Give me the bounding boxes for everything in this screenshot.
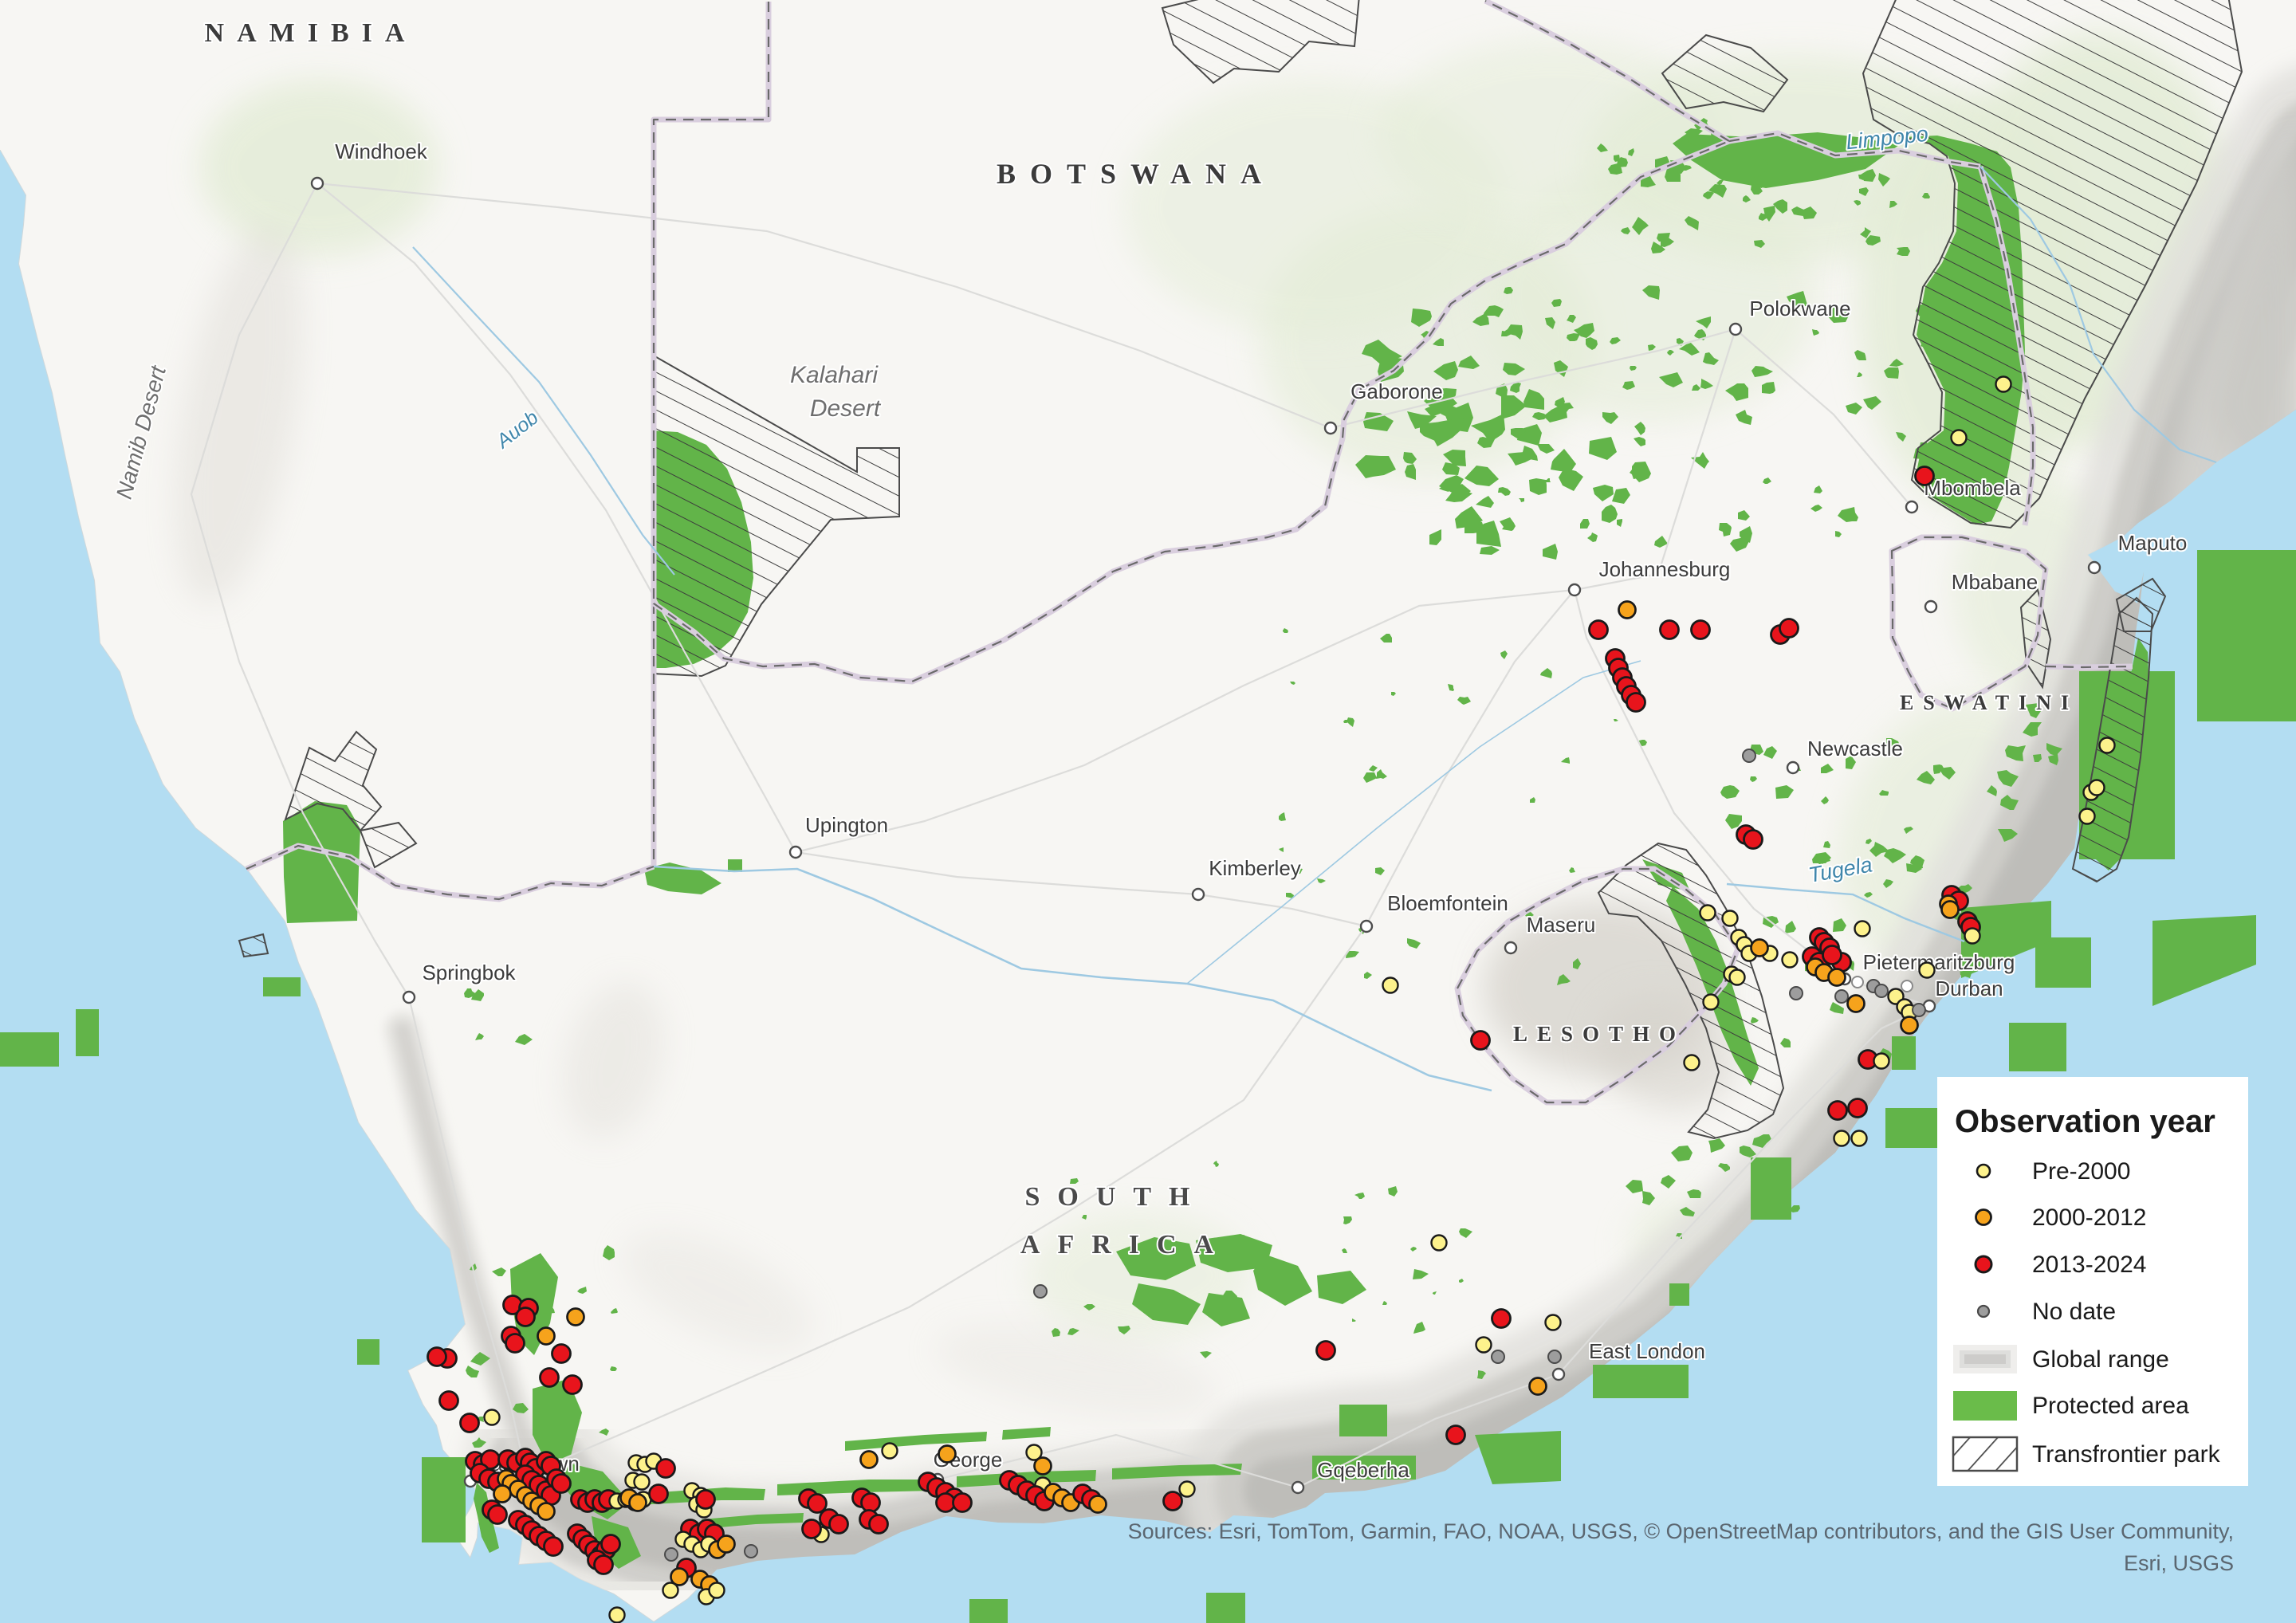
svg-text:Observation year: Observation year [1955,1104,2215,1139]
svg-text:Polokwane: Polokwane [1749,297,1850,320]
svg-text:AFRICA: AFRICA [1020,1230,1231,1259]
svg-text:East London: East London [1589,1339,1705,1363]
svg-text:Desert: Desert [810,395,882,422]
svg-text:LESOTHO: LESOTHO [1513,1022,1685,1046]
svg-text:No date: No date [2032,1299,2116,1325]
svg-text:Springbok: Springbok [422,961,516,984]
svg-text:Upington: Upington [805,813,888,837]
svg-text:Gaborone: Gaborone [1350,379,1443,403]
svg-text:2000-2012: 2000-2012 [2032,1204,2146,1231]
svg-text:SOUTH: SOUTH [1024,1182,1207,1212]
svg-text:ESWATINI: ESWATINI [1900,691,2078,714]
svg-text:Mbabane: Mbabane [1952,570,2038,594]
svg-text:Sources: Esri, TomTom, Garmin,: Sources: Esri, TomTom, Garmin, FAO, NOAA… [1128,1519,2234,1543]
svg-text:Pietermaritzburg: Pietermaritzburg [1863,950,2015,974]
svg-text:Global range: Global range [2032,1346,2169,1373]
svg-text:Mbombela: Mbombela [1924,476,2021,500]
svg-text:2013-2024: 2013-2024 [2032,1252,2146,1278]
svg-text:Windhoek: Windhoek [335,140,428,163]
svg-text:BOTSWANA: BOTSWANA [997,158,1276,190]
svg-text:Kalahari: Kalahari [790,362,879,388]
svg-text:Durban: Durban [1935,977,2003,1000]
svg-text:Johannesburg: Johannesburg [1599,557,1731,581]
svg-text:Transfrontier park: Transfrontier park [2032,1441,2221,1468]
svg-text:Gqeberha: Gqeberha [1317,1458,1409,1482]
svg-text:Protected area: Protected area [2032,1393,2189,1419]
svg-text:Maputo: Maputo [2118,531,2188,555]
svg-text:Maseru: Maseru [1527,913,1596,937]
svg-text:Kimberley: Kimberley [1209,856,1301,880]
svg-text:Bloemfontein: Bloemfontein [1387,891,1508,915]
svg-text:Newcastle: Newcastle [1807,737,1903,760]
svg-text:NAMIBIA: NAMIBIA [205,18,418,48]
svg-text:Esri, USGS: Esri, USGS [2124,1551,2234,1575]
svg-text:Pre-2000: Pre-2000 [2032,1158,2130,1185]
